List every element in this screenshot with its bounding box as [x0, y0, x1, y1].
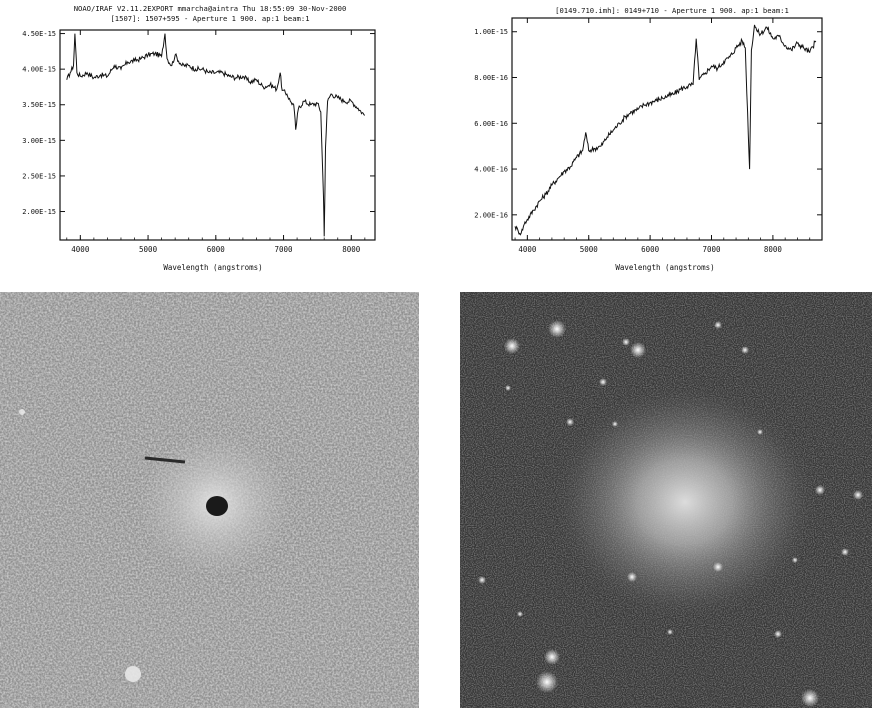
x-tick-label: 6000: [641, 245, 660, 254]
field-image-1507-drawing: [0, 292, 419, 708]
plot-frame: [59, 29, 376, 241]
y-ticks: 2.00E-16 4.00E-16 6.00E-16 8.00E-16 1.00E-15: [474, 28, 822, 219]
y-tick-label: 3.00E-15: [22, 137, 56, 145]
x-tick-label: 8000: [764, 245, 783, 254]
y-tick-label: 4.50E-15: [22, 30, 56, 38]
x-tick-label: 4000: [71, 245, 90, 254]
spectrum-line: [514, 24, 817, 236]
plot-title: NOAO/IRAF V2.11.2EXPORT mmarcha@aintra T…: [74, 4, 347, 13]
y-tick-label: 4.00E-15: [22, 66, 56, 74]
y-tick-label: 2.00E-15: [22, 208, 56, 216]
plot-title: [0149.710.imh]: 0149+710 - Aperture 1 90…: [555, 6, 789, 15]
y-tick-label: 3.50E-15: [22, 101, 56, 109]
x-tick-label: 5000: [580, 245, 599, 254]
spectrum-series: [66, 33, 366, 237]
spectrum-plot-0149: [0149.710.imh]: 0149+710 - Aperture 1 90…: [474, 6, 823, 272]
nucleus: [206, 496, 228, 516]
x-tick-label: 8000: [342, 245, 361, 254]
x-axis-label: Wavelength (angstroms): [163, 263, 262, 272]
y-tick-label: 4.00E-16: [474, 166, 508, 174]
plot-subtitle: [1507]: 1507+595 - Aperture 1 900. ap:1 …: [110, 14, 309, 23]
x-ticks: 4000 5000 6000 7000 8000: [66, 30, 366, 254]
x-tick-label: 7000: [702, 245, 721, 254]
x-ticks: 4000 5000 6000 7000 8000: [514, 18, 823, 254]
field-image-0149: [460, 292, 872, 708]
spectrum-line: [66, 33, 366, 237]
x-tick-label: 7000: [275, 245, 294, 254]
y-tick-label: 8.00E-16: [474, 74, 508, 82]
y-tick-label: 2.50E-15: [22, 172, 56, 180]
y-tick-label: 2.00E-16: [474, 211, 508, 219]
field-image-1507: [0, 292, 419, 708]
spectrum-plot-1507: NOAO/IRAF V2.11.2EXPORT mmarcha@aintra T…: [22, 4, 376, 272]
x-axis-label: Wavelength (angstroms): [615, 263, 714, 272]
field-image-0149-drawing: [460, 292, 872, 708]
x-tick-label: 6000: [207, 245, 226, 254]
y-tick-label: 1.00E-15: [474, 28, 508, 36]
plot-frame: [511, 17, 823, 241]
spectrum-series: [514, 24, 817, 236]
y-ticks: 2.00E-15 2.50E-15 3.00E-15 3.50E-15 4.00E-15…: [22, 30, 375, 216]
x-tick-label: 4000: [518, 245, 537, 254]
field-stars: [478, 320, 863, 707]
x-tick-label: 5000: [139, 245, 158, 254]
y-tick-label: 6.00E-16: [474, 120, 508, 128]
